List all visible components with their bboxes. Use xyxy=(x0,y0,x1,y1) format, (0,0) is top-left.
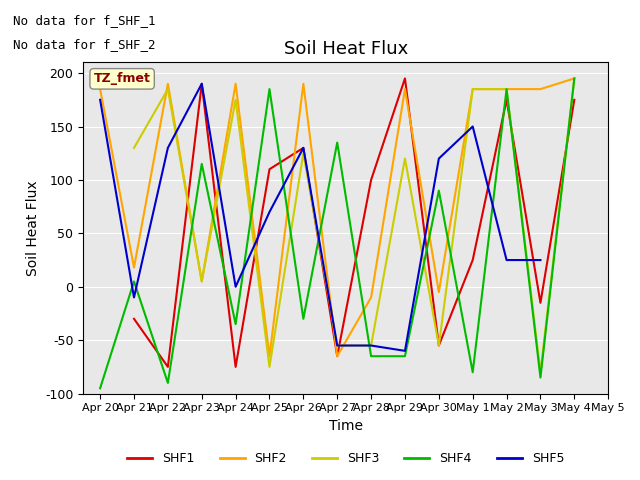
Y-axis label: Soil Heat Flux: Soil Heat Flux xyxy=(26,180,40,276)
Title: Soil Heat Flux: Soil Heat Flux xyxy=(284,40,408,58)
Text: TZ_fmet: TZ_fmet xyxy=(93,72,150,85)
Legend: SHF1, SHF2, SHF3, SHF4, SHF5: SHF1, SHF2, SHF3, SHF4, SHF5 xyxy=(122,447,569,470)
Text: No data for f_SHF_1: No data for f_SHF_1 xyxy=(13,14,156,27)
Text: No data for f_SHF_2: No data for f_SHF_2 xyxy=(13,38,156,51)
X-axis label: Time: Time xyxy=(329,419,363,433)
